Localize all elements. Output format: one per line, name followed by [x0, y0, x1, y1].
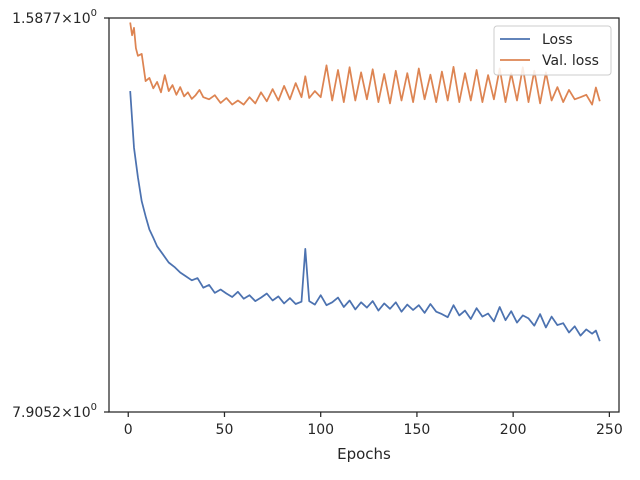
x-tick-label: 250 [596, 422, 623, 438]
x-axis: 0 50 100 150 200 250 [124, 412, 623, 438]
x-axis-label: Epochs [337, 445, 391, 463]
y-tick-label: 1.5877×100 [12, 8, 97, 27]
legend-label-val-loss: Val. loss [542, 53, 599, 69]
x-tick-label: 100 [307, 422, 334, 438]
series-layer [129, 22, 601, 342]
x-tick-label: 50 [216, 422, 234, 438]
legend-label-loss: Loss [542, 32, 573, 48]
x-tick-label: 0 [124, 422, 133, 438]
y-axis: 1.5877×100 7.9052×100 [12, 8, 109, 421]
y-tick-label: 7.9052×100 [12, 402, 97, 421]
x-tick-label: 200 [500, 422, 527, 438]
plot-frame [108, 17, 620, 413]
legend: Loss Val. loss [493, 25, 612, 76]
series-line-loss [129, 91, 601, 342]
x-tick-label: 150 [404, 422, 431, 438]
series-line-val-loss [129, 22, 601, 106]
